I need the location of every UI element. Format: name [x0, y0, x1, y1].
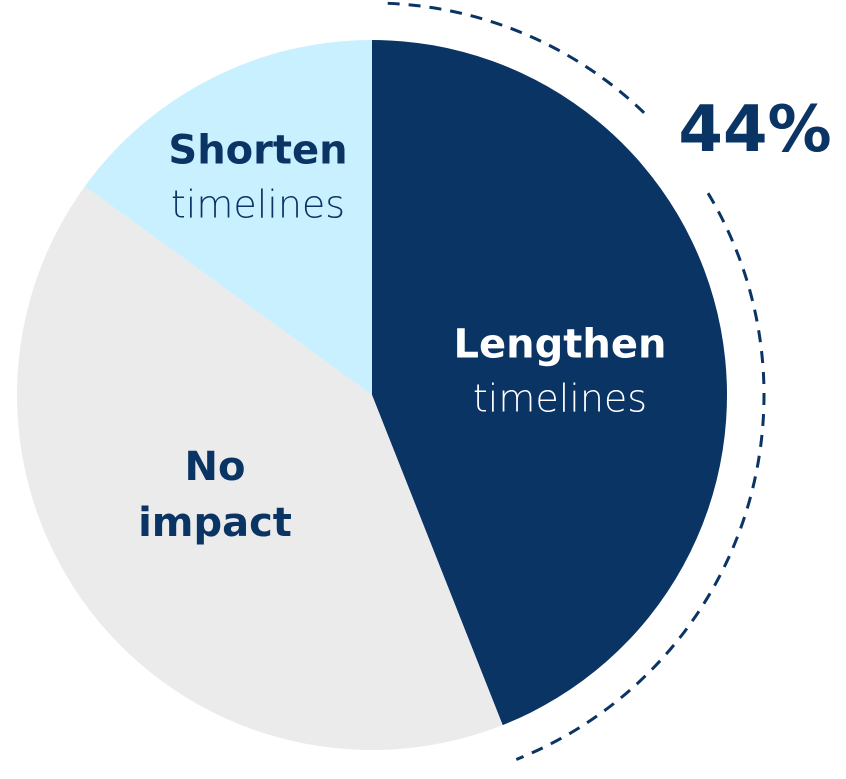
label-bold: Shorten — [168, 127, 348, 174]
pie-slice — [372, 40, 728, 726]
label-light: timelines — [170, 182, 346, 227]
pie-slice — [84, 40, 373, 395]
slice-label: Lengthen timelines — [454, 316, 667, 425]
percent-label: 44% — [678, 93, 832, 167]
slice-label: No impact — [125, 439, 305, 551]
highlight-arc — [515, 192, 766, 761]
label-bold: No impact — [138, 444, 292, 546]
label-light: timelines — [472, 376, 648, 421]
slice-label: Shorten timelines — [168, 122, 347, 231]
pie-slice — [16, 186, 503, 750]
label-bold: Lengthen — [453, 321, 667, 368]
